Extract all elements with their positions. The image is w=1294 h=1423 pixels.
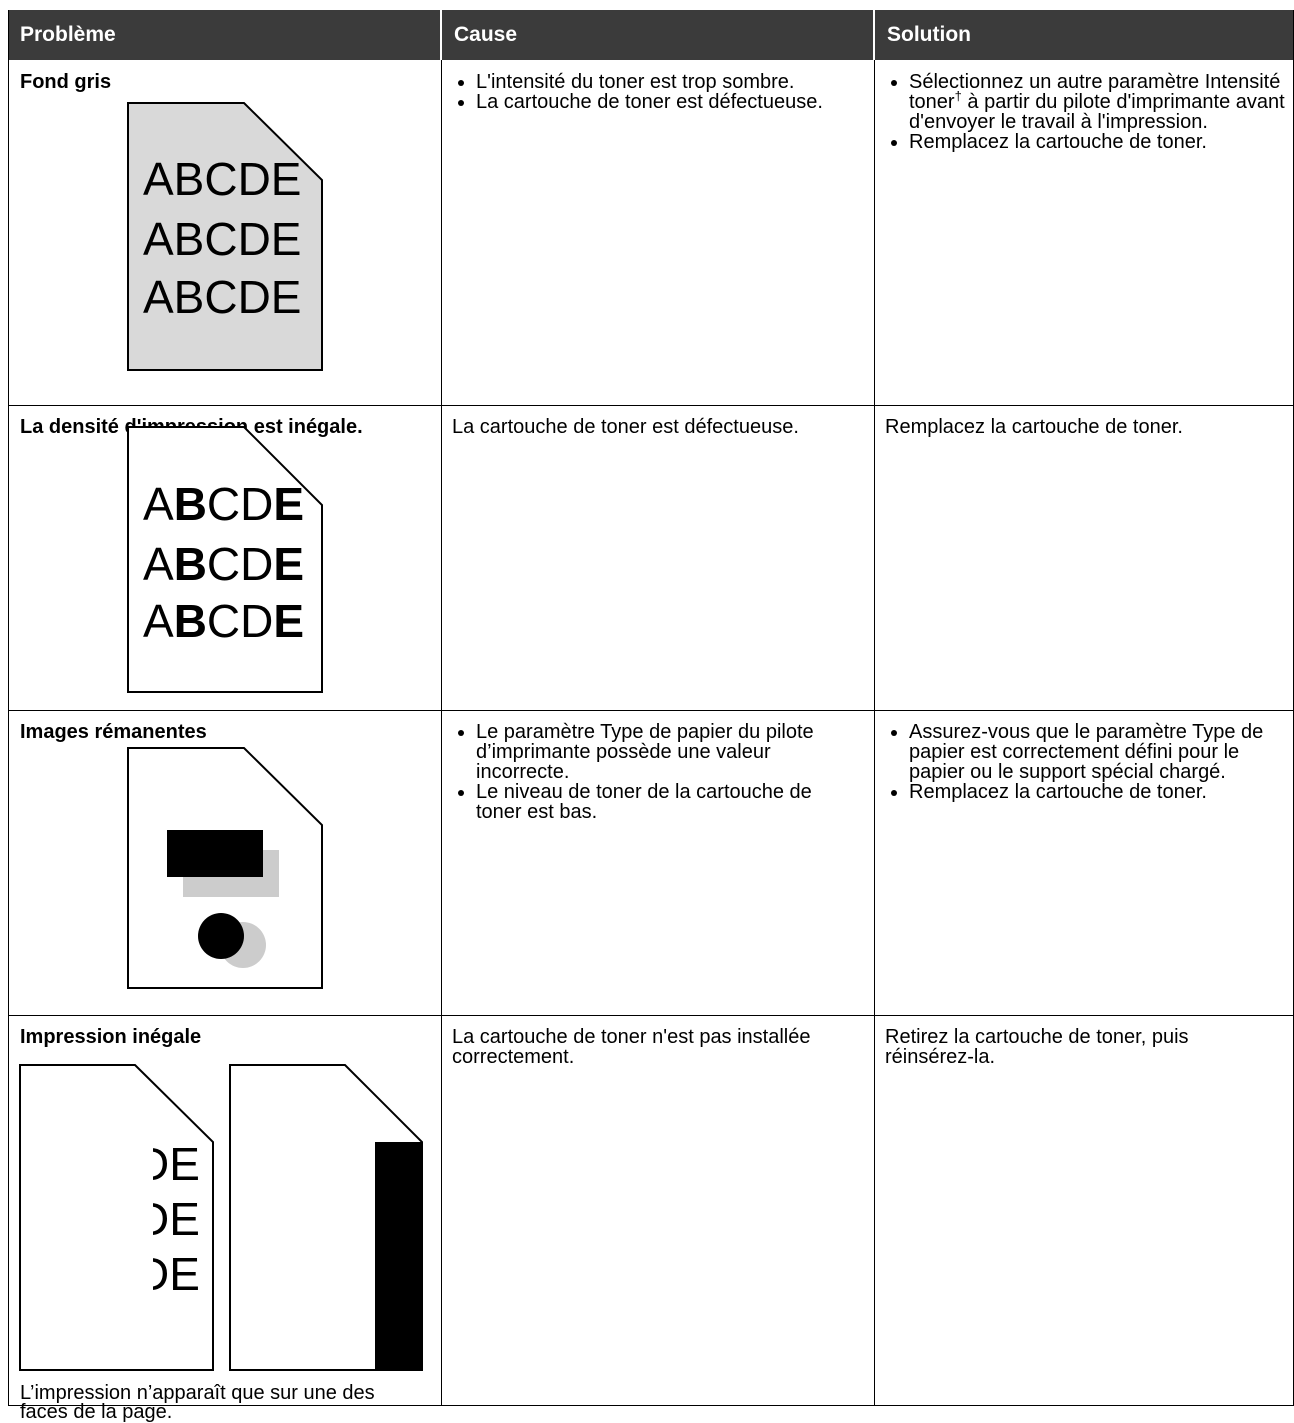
sample-letter: CD: [207, 595, 273, 647]
sample-text: DE: [136, 1248, 200, 1300]
footnote-mark: †: [954, 88, 962, 104]
solution: Assurez-vous que le paramètre Type de pa…: [885, 722, 1285, 802]
sample-text: ABCDE: [143, 213, 301, 265]
border: [8, 405, 1294, 406]
solution-item: Remplacez la cartouche de toner.: [909, 782, 1285, 802]
cause: La cartouche de toner n'est pas installé…: [452, 1026, 811, 1068]
cause: Le paramètre Type de papier du pilote d’…: [452, 722, 852, 822]
border: [8, 10, 9, 1406]
border: [8, 1015, 1294, 1016]
border: [874, 60, 875, 1406]
sample-letter: CD: [207, 478, 273, 530]
sample-letter: CD: [207, 538, 273, 590]
sample-letter: A: [143, 595, 174, 647]
sample-letter: B: [174, 595, 207, 647]
problem: Impression inégale: [20, 1026, 202, 1048]
sample-text: ABCDE: [143, 271, 301, 323]
border: [441, 60, 442, 1406]
solution-text: Sélectionnez un autre paramètre Intensit…: [909, 71, 1281, 113]
sample-letter: A: [143, 538, 174, 590]
sample-letter: E: [273, 478, 304, 530]
cause: La cartouche de toner est défectueuse.: [452, 416, 799, 438]
page-illustration: [127, 426, 323, 693]
sample-text: ABCDE: [143, 538, 304, 590]
shape: [198, 913, 244, 959]
header-cell: Solution: [875, 10, 1294, 60]
solution-item: Assurez-vous que le paramètre Type de pa…: [909, 722, 1285, 782]
cause-item: La cartouche de toner est défectueuse.: [476, 92, 864, 112]
cause: L'intensité du toner est trop sombre.La …: [452, 72, 864, 112]
solution: Sélectionnez un autre paramètre Intensit…: [885, 72, 1285, 152]
page-illustration: [19, 1064, 214, 1371]
solution-item: Remplacez la cartouche de toner.: [909, 132, 1285, 152]
solution-text: à partir du pilote d'imprimante avant d'…: [909, 91, 1285, 133]
sample-letter: B: [174, 478, 207, 530]
header-cell: Cause: [442, 10, 873, 60]
sample-text: DE: [136, 1193, 200, 1245]
problem: Fond gris: [20, 71, 112, 93]
sample-letter: B: [174, 538, 207, 590]
sample-letter: E: [273, 538, 304, 590]
header-cell: Problème: [8, 10, 440, 60]
cause-item: Le paramètre Type de papier du pilote d’…: [476, 722, 852, 782]
solution-item: Sélectionnez un autre paramètre Intensit…: [909, 72, 1285, 132]
problem: Images rémanentes: [20, 721, 207, 743]
sample-text: ABCDE: [143, 153, 301, 205]
solution: Retirez la cartouche de toner, puis réin…: [885, 1026, 1189, 1068]
sample-text: ABCDE: [143, 478, 304, 530]
sample-text: ABCDE: [143, 595, 304, 647]
shape: [375, 1142, 422, 1370]
sample-letter: E: [273, 595, 304, 647]
solution: Remplacez la cartouche de toner.: [885, 416, 1183, 438]
page-illustration: [127, 102, 323, 371]
border: [8, 710, 1294, 711]
shape: [167, 830, 263, 877]
cause-item: L'intensité du toner est trop sombre.: [476, 72, 864, 92]
sample-letter: A: [143, 478, 174, 530]
sample-text: DE: [136, 1138, 200, 1190]
cause-item: Le niveau de toner de la cartouche de to…: [476, 782, 852, 822]
